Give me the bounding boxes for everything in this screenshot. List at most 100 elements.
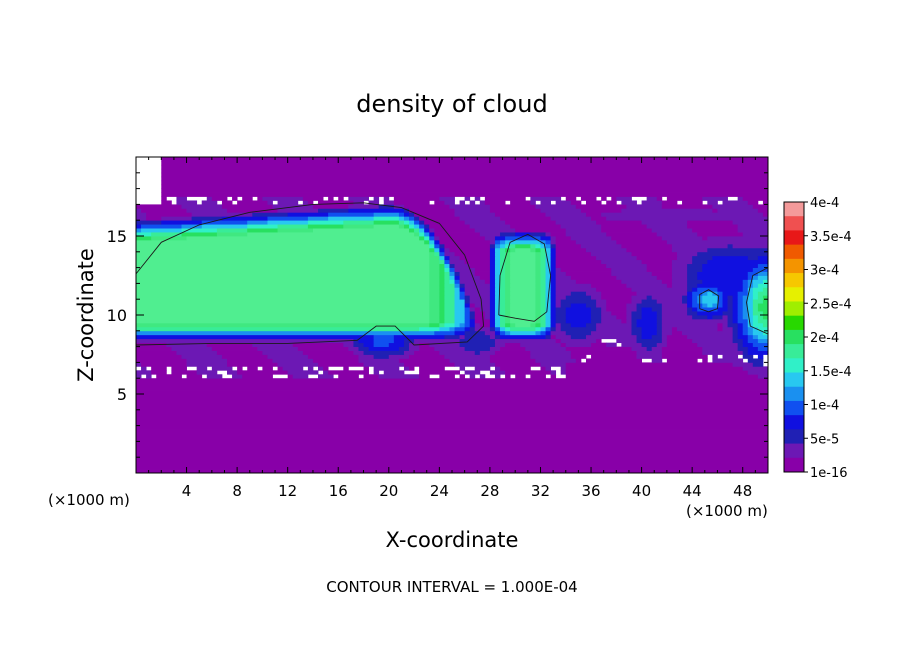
density-cell xyxy=(510,255,536,261)
density-cell xyxy=(469,303,476,308)
density-cell xyxy=(136,346,172,351)
density-cell xyxy=(535,358,577,363)
density-cell xyxy=(146,216,162,221)
density-cell xyxy=(661,315,693,320)
density-cell xyxy=(176,196,187,201)
density-cell xyxy=(641,299,658,304)
density-cell xyxy=(136,259,430,265)
density-cell xyxy=(621,200,637,205)
density-cell xyxy=(555,322,562,328)
density-cell xyxy=(717,326,723,332)
density-cell xyxy=(141,366,147,371)
density-cell xyxy=(687,307,693,312)
x-tick-label: 24 xyxy=(430,482,449,500)
density-cell xyxy=(636,255,678,261)
density-cell xyxy=(338,374,359,379)
density-cell xyxy=(515,322,531,328)
density-cell xyxy=(489,370,506,375)
density-cell xyxy=(136,421,769,426)
density-cell xyxy=(656,326,663,332)
density-cell xyxy=(505,279,511,284)
density-cell xyxy=(136,453,769,458)
density-cell xyxy=(186,236,420,241)
density-cell xyxy=(307,216,329,221)
density-cell xyxy=(353,350,364,355)
density-cell xyxy=(449,204,491,209)
density-cell xyxy=(631,326,642,332)
density-cell xyxy=(737,322,744,328)
density-cell xyxy=(373,216,400,221)
density-cell xyxy=(646,196,658,201)
density-cell xyxy=(540,322,546,328)
density-cell xyxy=(737,299,744,304)
density-cell xyxy=(666,239,769,245)
density-cell xyxy=(535,263,541,268)
density-cell xyxy=(398,224,405,229)
colorbar-swatch xyxy=(784,315,804,331)
density-cell xyxy=(742,354,754,359)
density-cell xyxy=(328,216,375,221)
density-cell xyxy=(737,311,744,316)
density-cell xyxy=(434,243,440,249)
colorbar-swatch xyxy=(784,230,804,246)
density-cell xyxy=(505,263,511,268)
density-cell xyxy=(500,334,546,340)
density-cell xyxy=(747,311,754,316)
density-cell xyxy=(444,287,455,292)
density-cell xyxy=(591,330,632,336)
density-cell xyxy=(575,279,622,284)
density-cell xyxy=(196,366,208,371)
density-cell xyxy=(575,358,582,363)
density-cell xyxy=(550,326,557,332)
density-cell xyxy=(737,318,749,324)
density-cell xyxy=(201,200,218,205)
density-cell xyxy=(439,259,445,265)
density-cell xyxy=(550,318,557,324)
density-cell xyxy=(403,362,455,367)
density-cell xyxy=(722,311,734,316)
density-cell xyxy=(312,358,359,363)
density-cell xyxy=(752,275,759,280)
density-cell xyxy=(732,299,739,304)
density-cell xyxy=(216,228,248,233)
contour-small-cell xyxy=(699,289,720,313)
density-cell xyxy=(565,362,734,367)
density-cell xyxy=(535,275,541,280)
density-cell xyxy=(656,330,663,336)
density-cell xyxy=(489,279,496,284)
density-cell xyxy=(671,275,688,280)
density-cell xyxy=(727,303,734,308)
density-cell xyxy=(252,342,294,347)
density-cell xyxy=(641,259,673,265)
density-cell xyxy=(510,326,536,332)
density-cell xyxy=(494,322,501,328)
density-cell xyxy=(641,326,658,332)
density-cell xyxy=(494,299,501,304)
density-cell xyxy=(429,271,440,276)
density-cell xyxy=(631,287,688,292)
density-cell xyxy=(732,362,754,367)
density-cell xyxy=(697,275,749,280)
density-cell xyxy=(136,322,430,328)
density-cell xyxy=(601,196,607,201)
density-cell xyxy=(419,228,425,233)
colorbar-swatch xyxy=(784,386,804,402)
density-cell xyxy=(742,342,754,347)
density-cell xyxy=(510,243,516,249)
density-cell xyxy=(494,291,501,296)
density-cell xyxy=(464,315,471,320)
density-cell xyxy=(156,374,182,379)
density-cell xyxy=(484,196,526,201)
density-cell xyxy=(186,208,228,213)
density-cell xyxy=(141,228,182,233)
density-cell xyxy=(545,330,551,336)
density-cell xyxy=(500,346,526,351)
density-cell xyxy=(671,247,708,253)
density-cell xyxy=(631,315,642,320)
density-cell xyxy=(277,228,314,233)
density-cell xyxy=(757,315,764,320)
density-cell xyxy=(687,283,698,288)
x-tick-label: 40 xyxy=(632,482,651,500)
density-cell xyxy=(464,318,471,324)
density-cell xyxy=(439,287,445,292)
